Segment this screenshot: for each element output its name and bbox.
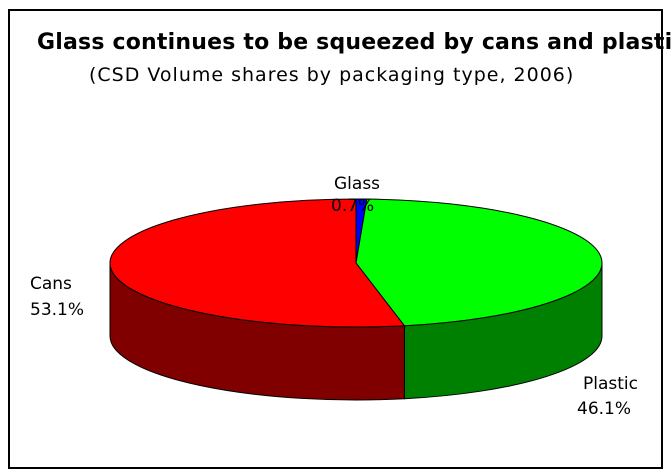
- slice-label-glass-value: 0.7%: [331, 196, 374, 216]
- pie-chart: Glass 0.7% Plastic 46.1% Cans 53.1%: [30, 174, 638, 419]
- slice-label-plastic-name: Plastic: [583, 374, 638, 394]
- pie-slice-plastic: [355, 198, 603, 327]
- slice-label-glass-name: Glass: [334, 174, 380, 194]
- chart-title: Glass continues to be squeezed by cans a…: [37, 30, 671, 55]
- chart-subtitle: (CSD Volume shares by packaging type, 20…: [89, 64, 575, 86]
- slice-label-cans-value: 53.1%: [30, 300, 84, 320]
- slice-label-cans-name: Cans: [30, 274, 72, 294]
- pie-slice-cans: [109, 198, 406, 328]
- slice-label-plastic-value: 46.1%: [577, 399, 631, 419]
- pie-slices: [109, 198, 603, 328]
